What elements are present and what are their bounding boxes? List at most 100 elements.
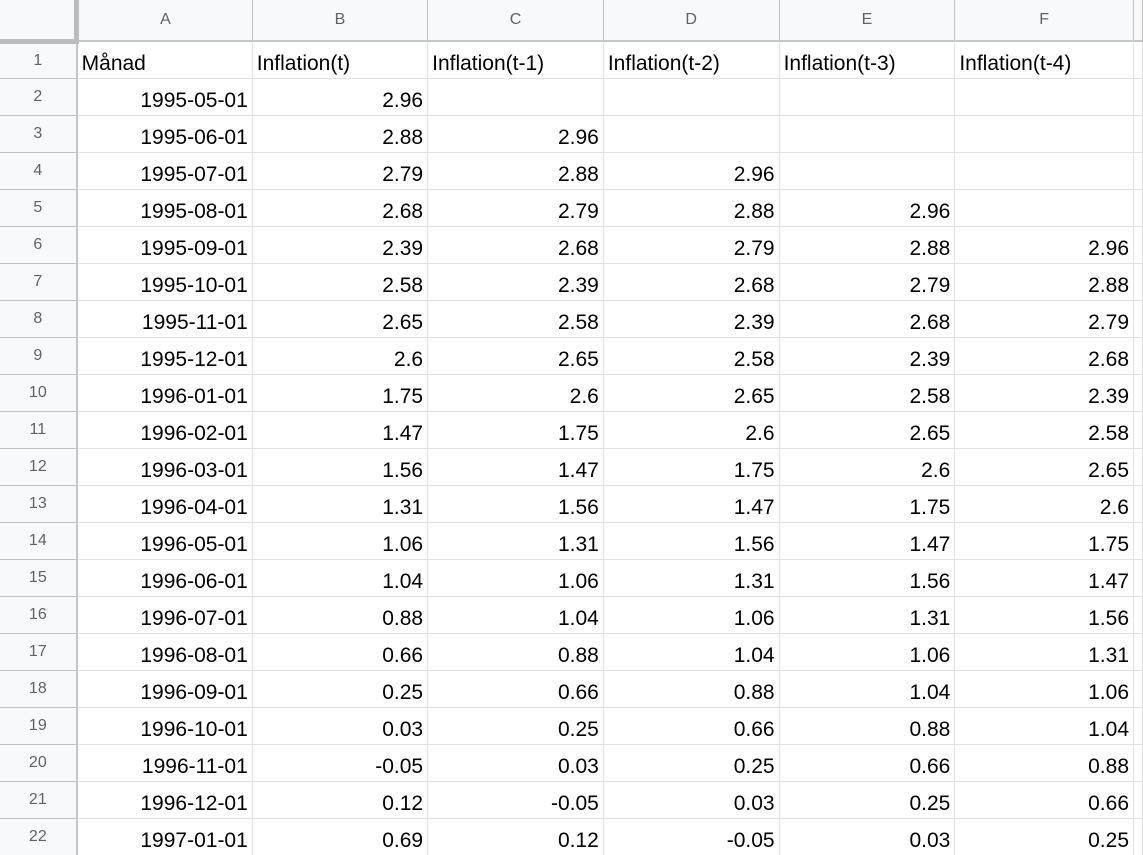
select-all-corner[interactable]: [0, 0, 80, 44]
row-header[interactable]: 4: [0, 152, 78, 190]
cell-e10[interactable]: 2.58: [779, 374, 956, 412]
cell-c14[interactable]: 1.31: [427, 522, 604, 560]
column-header-d[interactable]: D: [603, 0, 780, 42]
cell-a9[interactable]: 1995-12-01: [76, 337, 253, 375]
cell-f2[interactable]: [954, 78, 1134, 116]
row-header[interactable]: 13: [0, 485, 78, 523]
cell-d14[interactable]: 1.56: [603, 522, 780, 560]
cell-e15[interactable]: 1.56: [779, 559, 956, 597]
cell-a8[interactable]: 1995-11-01: [76, 300, 253, 338]
cell-f22[interactable]: 0.25: [954, 818, 1134, 855]
cell-f16[interactable]: 1.56: [954, 596, 1134, 634]
cell-c20[interactable]: 0.03: [427, 744, 604, 782]
cell-d11[interactable]: 2.6: [603, 411, 780, 449]
row-header[interactable]: 22: [0, 818, 78, 855]
cell-a17[interactable]: 1996-08-01: [76, 633, 253, 671]
cell-c21[interactable]: -0.05: [427, 781, 604, 819]
cell-f21[interactable]: 0.66: [954, 781, 1134, 819]
cell-overflow[interactable]: [1133, 411, 1143, 449]
cell-a14[interactable]: 1996-05-01: [76, 522, 253, 560]
cell-f8[interactable]: 2.79: [954, 300, 1134, 338]
cell-overflow[interactable]: [1133, 744, 1143, 782]
cell-e4[interactable]: [779, 152, 956, 190]
cell-b2[interactable]: 2.96: [252, 78, 429, 116]
cell-e9[interactable]: 2.39: [779, 337, 956, 375]
cell-e22[interactable]: 0.03: [779, 818, 956, 855]
cell-c17[interactable]: 0.88: [427, 633, 604, 671]
cell-c12[interactable]: 1.47: [427, 448, 604, 486]
cell-d18[interactable]: 0.88: [603, 670, 780, 708]
row-header[interactable]: 3: [0, 115, 78, 153]
cell-b11[interactable]: 1.47: [252, 411, 429, 449]
cell-c3[interactable]: 2.96: [427, 115, 604, 153]
row-header[interactable]: 16: [0, 596, 78, 634]
column-header-f[interactable]: F: [954, 0, 1134, 42]
row-header[interactable]: 10: [0, 374, 78, 412]
cell-e2[interactable]: [779, 78, 956, 116]
cell-overflow[interactable]: [1133, 781, 1143, 819]
cell-b4[interactable]: 2.79: [252, 152, 429, 190]
cell-e11[interactable]: 2.65: [779, 411, 956, 449]
cell-d22[interactable]: -0.05: [603, 818, 780, 855]
row-header[interactable]: 15: [0, 559, 78, 597]
cell-overflow[interactable]: [1133, 337, 1143, 375]
cell-overflow[interactable]: [1133, 633, 1143, 671]
cell-b9[interactable]: 2.6: [252, 337, 429, 375]
row-header[interactable]: 11: [0, 411, 78, 449]
row-header[interactable]: 21: [0, 781, 78, 819]
cell-a3[interactable]: 1995-06-01: [76, 115, 253, 153]
cell-c8[interactable]: 2.58: [427, 300, 604, 338]
cell-b18[interactable]: 0.25: [252, 670, 429, 708]
cell-f4[interactable]: [954, 152, 1134, 190]
cell-c7[interactable]: 2.39: [427, 263, 604, 301]
cell-d13[interactable]: 1.47: [603, 485, 780, 523]
cell-e8[interactable]: 2.68: [779, 300, 956, 338]
row-header[interactable]: 8: [0, 300, 78, 338]
cell-a13[interactable]: 1996-04-01: [76, 485, 253, 523]
cell-overflow[interactable]: [1133, 707, 1143, 745]
cell-a4[interactable]: 1995-07-01: [76, 152, 253, 190]
cell-a10[interactable]: 1996-01-01: [76, 374, 253, 412]
cell-f1[interactable]: Inflation(t-4): [954, 41, 1134, 79]
row-header[interactable]: 20: [0, 744, 78, 782]
row-header[interactable]: 1: [0, 41, 78, 79]
cell-b5[interactable]: 2.68: [252, 189, 429, 227]
cell-f11[interactable]: 2.58: [954, 411, 1134, 449]
cell-a21[interactable]: 1996-12-01: [76, 781, 253, 819]
cell-d15[interactable]: 1.31: [603, 559, 780, 597]
cell-f3[interactable]: [954, 115, 1134, 153]
cell-e14[interactable]: 1.47: [779, 522, 956, 560]
row-header[interactable]: 18: [0, 670, 78, 708]
cell-f10[interactable]: 2.39: [954, 374, 1134, 412]
cell-f14[interactable]: 1.75: [954, 522, 1134, 560]
cell-overflow[interactable]: [1133, 670, 1143, 708]
cell-a6[interactable]: 1995-09-01: [76, 226, 253, 264]
cell-f18[interactable]: 1.06: [954, 670, 1134, 708]
row-header[interactable]: 14: [0, 522, 78, 560]
cell-c2[interactable]: [427, 78, 604, 116]
cell-c10[interactable]: 2.6: [427, 374, 604, 412]
cell-overflow[interactable]: [1133, 374, 1143, 412]
cell-d7[interactable]: 2.68: [603, 263, 780, 301]
cell-a19[interactable]: 1996-10-01: [76, 707, 253, 745]
cell-e19[interactable]: 0.88: [779, 707, 956, 745]
cell-d12[interactable]: 1.75: [603, 448, 780, 486]
cell-c16[interactable]: 1.04: [427, 596, 604, 634]
cell-a22[interactable]: 1997-01-01: [76, 818, 253, 855]
cell-d8[interactable]: 2.39: [603, 300, 780, 338]
cell-overflow[interactable]: [1133, 263, 1143, 301]
cell-e13[interactable]: 1.75: [779, 485, 956, 523]
cell-c6[interactable]: 2.68: [427, 226, 604, 264]
cell-overflow[interactable]: [1133, 115, 1143, 153]
cell-d17[interactable]: 1.04: [603, 633, 780, 671]
cell-c5[interactable]: 2.79: [427, 189, 604, 227]
cell-e6[interactable]: 2.88: [779, 226, 956, 264]
row-header[interactable]: 17: [0, 633, 78, 671]
cell-e17[interactable]: 1.06: [779, 633, 956, 671]
cell-overflow[interactable]: [1133, 226, 1143, 264]
cell-d21[interactable]: 0.03: [603, 781, 780, 819]
cell-a12[interactable]: 1996-03-01: [76, 448, 253, 486]
cell-b15[interactable]: 1.04: [252, 559, 429, 597]
cell-a20[interactable]: 1996-11-01: [76, 744, 253, 782]
cell-b20[interactable]: -0.05: [252, 744, 429, 782]
